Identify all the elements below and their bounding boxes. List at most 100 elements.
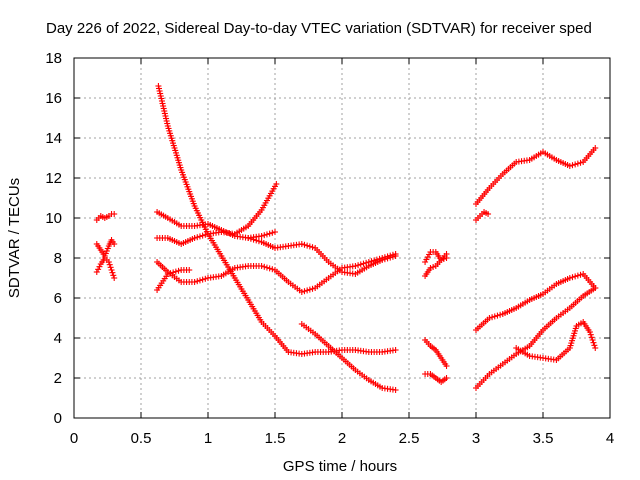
data-point-fill — [357, 261, 364, 268]
series-s19 — [473, 285, 599, 391]
data-point-fill — [587, 331, 594, 338]
data-point — [392, 251, 399, 257]
data-point — [365, 259, 372, 265]
data-point — [108, 267, 115, 273]
data-point-fill — [577, 159, 584, 166]
series-s12 — [422, 249, 450, 265]
data-point — [93, 269, 100, 275]
data-point — [566, 163, 573, 169]
data-point — [258, 233, 265, 239]
data-point-fill — [167, 270, 174, 277]
data-point-fill — [175, 267, 182, 274]
data-point-fill — [304, 242, 311, 249]
data-point — [392, 387, 399, 393]
data-point — [186, 267, 193, 273]
data-point-fill — [309, 244, 316, 251]
data-point — [352, 263, 359, 269]
data-point — [427, 265, 434, 271]
data-point — [258, 263, 265, 269]
data-point-fill — [363, 259, 370, 266]
x-tick-label: 3 — [472, 430, 480, 447]
series-s11 — [93, 255, 118, 281]
data-point — [485, 211, 492, 217]
data-point — [586, 329, 593, 335]
data-point-fill — [371, 257, 378, 264]
data-point-fill — [106, 261, 113, 268]
data-point-fill — [306, 243, 313, 250]
data-point-fill — [301, 241, 308, 248]
data-point-fill — [494, 312, 501, 319]
data-point-fill — [591, 342, 598, 349]
y-axis-label: SDTVAR / TECUs — [6, 178, 23, 298]
data-point-fill — [269, 229, 276, 236]
data-point-fill — [360, 260, 367, 267]
data-point — [298, 241, 305, 247]
data-point — [191, 279, 198, 285]
series-s16 — [473, 145, 599, 207]
grid-lines — [74, 58, 610, 418]
data-point-fill — [588, 334, 595, 341]
data-point — [379, 255, 386, 261]
y-tick-label: 2 — [54, 370, 62, 387]
y-tick-label: 8 — [54, 250, 62, 267]
data-point-fill — [589, 337, 596, 343]
data-point-fill — [261, 232, 268, 239]
data-point — [111, 241, 118, 247]
data-point-fill — [309, 285, 316, 292]
data-point — [392, 347, 399, 353]
data-point — [592, 345, 599, 351]
y-axis: 0 2 4 6 8 10 12 14 16 18 — [45, 50, 610, 427]
data-point-fill — [376, 255, 383, 262]
data-point-fill — [196, 277, 203, 284]
data-point-fill — [170, 269, 177, 276]
data-point — [272, 229, 278, 235]
x-tick-label: 1.5 — [265, 430, 286, 447]
y-tick-label: 10 — [45, 210, 62, 227]
y-tick-label: 6 — [54, 290, 62, 307]
y-tick-label: 0 — [54, 410, 62, 427]
series-s07 — [154, 267, 193, 293]
series-s01 — [155, 83, 278, 339]
data-point-fill — [202, 231, 209, 238]
y-tick-label: 12 — [45, 170, 62, 187]
data-point-fill — [96, 263, 103, 270]
data-point — [105, 259, 112, 265]
data-point — [486, 315, 493, 321]
x-tick-label: 2 — [338, 430, 346, 447]
series-s18 — [473, 271, 599, 333]
x-axis-label: GPS time / hours — [283, 458, 397, 475]
data-point — [592, 285, 599, 291]
data-point-fill — [306, 286, 313, 293]
data-point — [443, 375, 450, 381]
y-tick-label: 4 — [54, 330, 62, 347]
data-point-fill — [430, 264, 437, 270]
data-point-fill — [590, 339, 597, 346]
data-point — [111, 211, 118, 217]
series-s09 — [93, 211, 118, 223]
series-s13 — [422, 255, 450, 279]
data-point-fill — [440, 256, 447, 262]
data-point — [438, 257, 445, 263]
data-point-fill — [489, 314, 496, 321]
data-point — [111, 275, 118, 281]
x-tick-label: 0 — [70, 430, 78, 447]
x-tick-label: 1 — [204, 430, 212, 447]
data-point — [191, 235, 198, 241]
data-point-fill — [255, 238, 262, 245]
data-point — [443, 363, 450, 369]
series-s10 — [93, 237, 118, 259]
data-point-fill — [196, 233, 203, 240]
data-point-fill — [107, 264, 114, 271]
data-point-fill — [261, 263, 268, 270]
data-point — [592, 145, 599, 151]
data-point-fill — [574, 160, 581, 167]
data-point — [164, 271, 171, 277]
data-point-fill — [263, 264, 270, 271]
data-series — [93, 83, 599, 393]
chart-title: Day 226 of 2022, Sidereal Day-to-day VTE… — [46, 20, 592, 37]
data-point-fill — [381, 254, 388, 261]
data-point-fill — [572, 273, 579, 280]
x-tick-label: 0.5 — [131, 430, 152, 447]
data-point-fill — [202, 275, 209, 282]
